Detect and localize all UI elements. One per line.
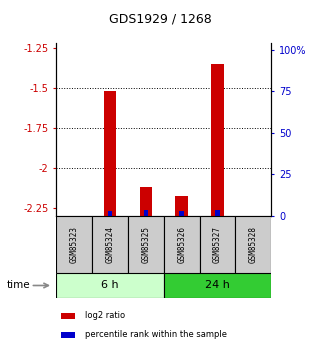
Bar — [56, 216, 92, 273]
Bar — [61, 313, 75, 319]
Text: GSM85325: GSM85325 — [141, 226, 150, 263]
Bar — [179, 211, 184, 216]
Text: log2 ratio: log2 ratio — [85, 311, 125, 320]
Text: percentile rank within the sample: percentile rank within the sample — [85, 330, 227, 339]
Bar — [175, 196, 188, 216]
Text: GSM85327: GSM85327 — [213, 226, 222, 263]
Text: time: time — [6, 280, 30, 290]
Bar — [92, 216, 128, 273]
Bar — [128, 216, 164, 273]
Text: 24 h: 24 h — [205, 280, 230, 290]
Bar — [215, 210, 220, 216]
Bar — [164, 273, 271, 298]
Text: GSM85326: GSM85326 — [177, 226, 186, 263]
Bar — [164, 216, 200, 273]
Bar — [235, 216, 271, 273]
Text: GSM85323: GSM85323 — [70, 226, 79, 263]
Text: GDS1929 / 1268: GDS1929 / 1268 — [109, 13, 212, 26]
Bar — [211, 64, 224, 216]
Text: GSM85324: GSM85324 — [105, 226, 115, 263]
Text: 6 h: 6 h — [101, 280, 119, 290]
Bar — [104, 91, 116, 216]
Bar — [140, 187, 152, 216]
Text: GSM85328: GSM85328 — [249, 226, 258, 263]
Bar — [61, 332, 75, 338]
Bar — [143, 210, 148, 216]
Bar — [200, 216, 235, 273]
Bar — [56, 273, 164, 298]
Bar — [108, 211, 112, 216]
